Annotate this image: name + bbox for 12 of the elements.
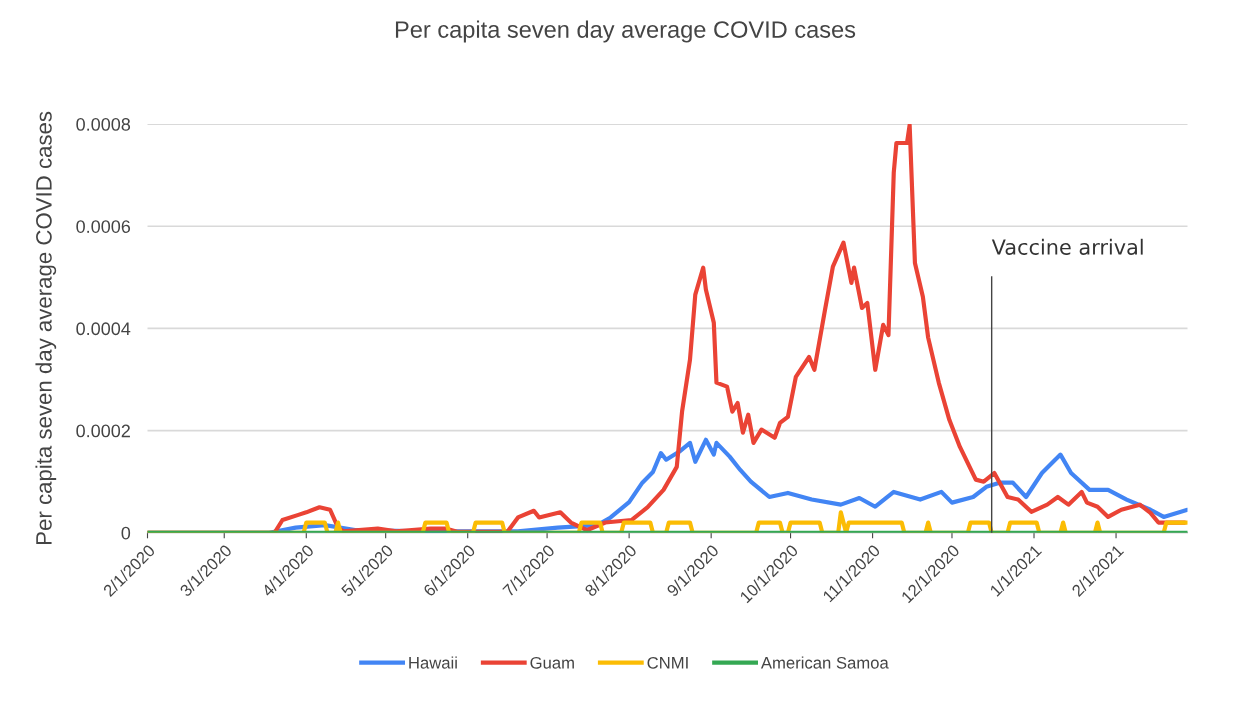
chart-title: Per capita seven day average COVID cases bbox=[395, 20, 856, 43]
y-tick-label: 0.0008 bbox=[76, 118, 131, 131]
legend-label: CNMI bbox=[647, 656, 688, 669]
legend-label: Guam bbox=[530, 656, 574, 669]
y-tick-label: 0.0004 bbox=[76, 322, 131, 336]
legend-label: Hawaii bbox=[409, 656, 457, 669]
legend-label: American Samoa bbox=[760, 656, 889, 669]
y-tick-label: 0.0002 bbox=[76, 424, 130, 438]
ref-line-label: Vaccine arrival bbox=[991, 238, 1143, 255]
y-tick-label: 0.0006 bbox=[76, 220, 131, 233]
y-tick-label: 0 bbox=[121, 526, 131, 540]
y-axis-title: Per capita seven day average COVID cases bbox=[35, 111, 57, 544]
